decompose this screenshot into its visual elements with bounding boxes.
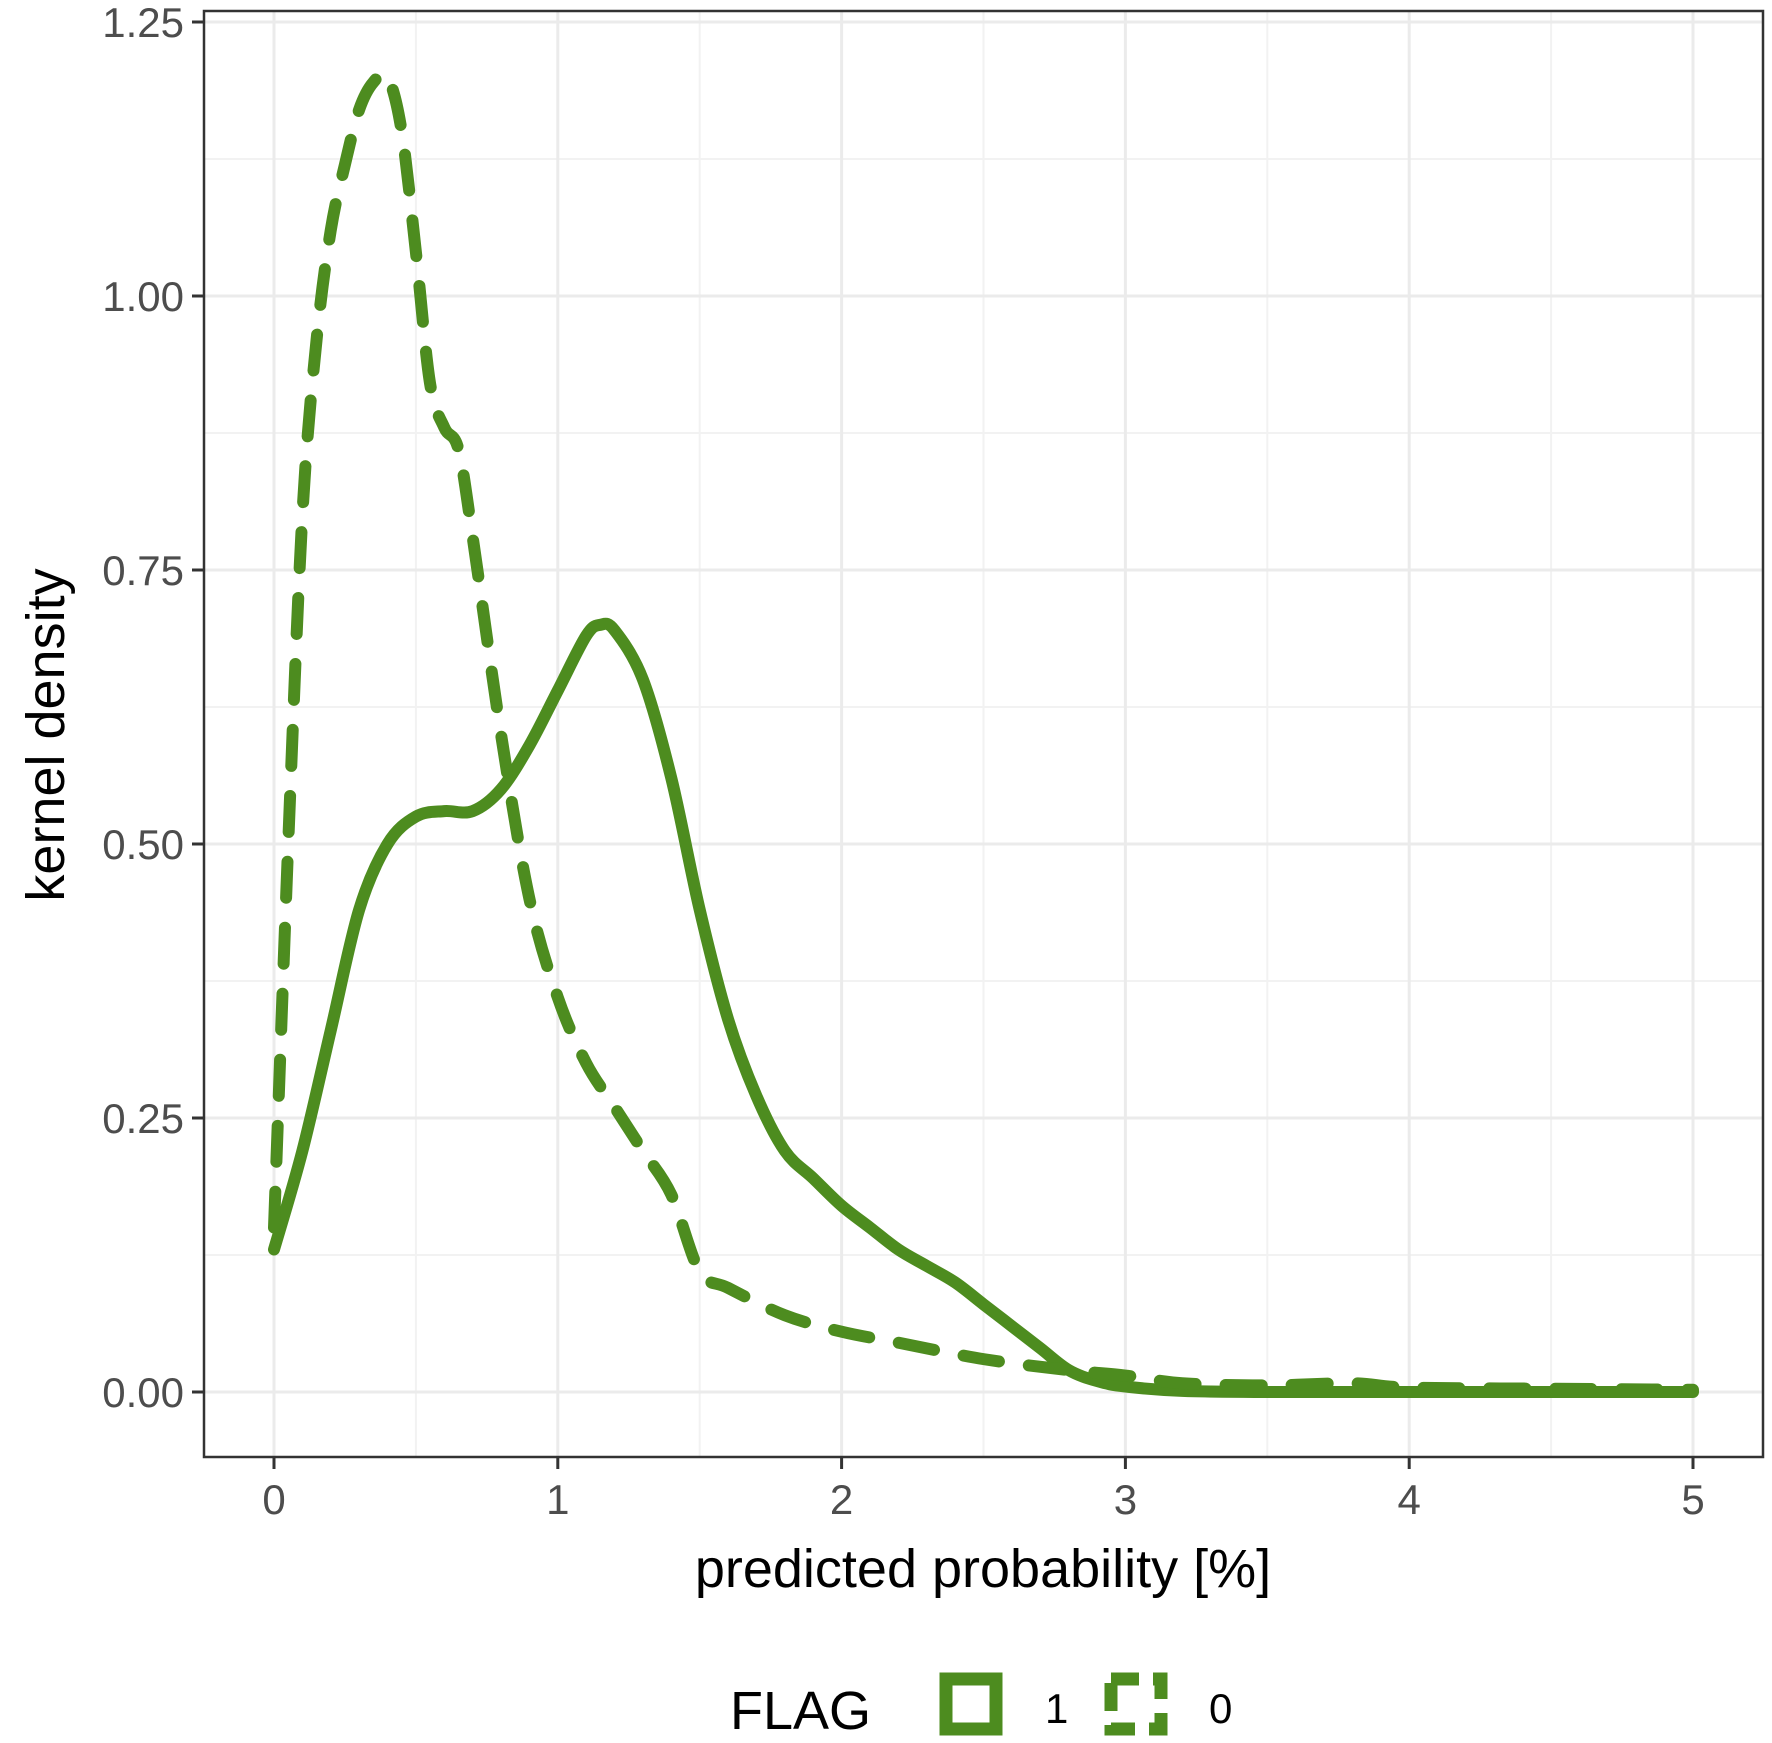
x-tick-label: 3: [1114, 1476, 1137, 1523]
x-tick-label: 4: [1398, 1476, 1421, 1523]
legend-label-0: 0: [1209, 1685, 1232, 1732]
y-tick-label: 0.00: [102, 1369, 184, 1416]
density-line-flag-0: [268, 67, 1699, 1396]
x-tick-label: 2: [830, 1476, 853, 1523]
density-line-flag-1: [268, 617, 1699, 1399]
y-axis-title: kernel density: [16, 568, 76, 901]
legend: FLAG 1 0: [730, 1672, 1232, 1741]
legend-key-solid-icon: [939, 1672, 1003, 1736]
minor-gridlines: [204, 11, 1763, 1457]
legend-title: FLAG: [730, 1681, 871, 1741]
x-axis-ticks: 0 1 2 3 4 5: [262, 1457, 1705, 1523]
y-tick-label: 1.25: [102, 0, 184, 46]
panel-border: [202, 9, 1765, 1459]
x-axis-title: predicted probability [%]: [695, 1539, 1271, 1599]
y-axis-ticks: 0.00 0.25 0.50 0.75 1.00 1.25: [102, 0, 204, 1416]
legend-label-1: 1: [1045, 1685, 1068, 1732]
legend-item-1: 1: [939, 1672, 1068, 1736]
x-tick-label: 0: [262, 1476, 285, 1523]
y-tick-label: 0.75: [102, 547, 184, 594]
y-tick-label: 0.25: [102, 1095, 184, 1142]
legend-item-0: 0: [1104, 1672, 1232, 1736]
x-tick-label: 5: [1681, 1476, 1704, 1523]
y-tick-label: 1.00: [102, 273, 184, 320]
series-layer: [268, 67, 1699, 1399]
y-tick-label: 0.50: [102, 821, 184, 868]
legend-key-dashed-icon: [1104, 1672, 1168, 1736]
x-tick-label: 1: [546, 1476, 569, 1523]
